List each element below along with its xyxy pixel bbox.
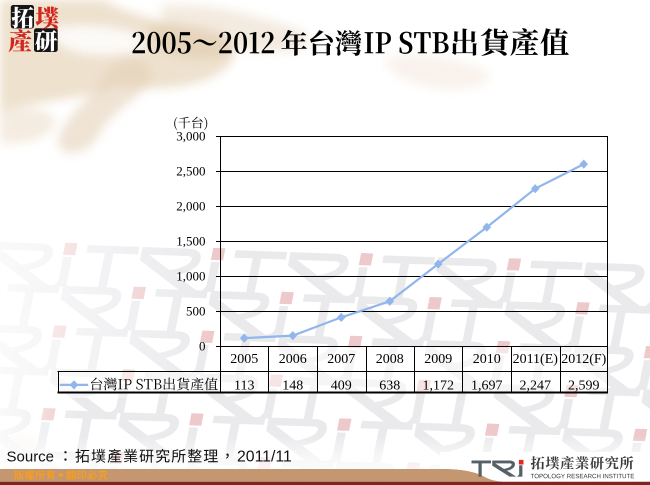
svg-text:2006: 2006 bbox=[279, 352, 307, 367]
svg-text:1,697: 1,697 bbox=[471, 378, 503, 393]
svg-text:2,599: 2,599 bbox=[568, 378, 600, 393]
svg-text:500: 500 bbox=[186, 304, 206, 319]
svg-text:2010: 2010 bbox=[473, 352, 501, 367]
svg-text:1,000: 1,000 bbox=[176, 269, 205, 284]
svg-text:2009: 2009 bbox=[424, 352, 452, 367]
svg-text:1,172: 1,172 bbox=[423, 378, 455, 393]
svg-text:148: 148 bbox=[282, 378, 303, 393]
svg-text:2007: 2007 bbox=[327, 352, 355, 367]
svg-text:Source: Source bbox=[7, 449, 55, 466]
svg-text:638: 638 bbox=[379, 378, 400, 393]
svg-text:0: 0 bbox=[199, 339, 206, 354]
svg-text:2,000: 2,000 bbox=[176, 199, 205, 214]
svg-text:3,000: 3,000 bbox=[176, 129, 205, 144]
svg-text:2005: 2005 bbox=[230, 352, 258, 367]
svg-text:409: 409 bbox=[331, 378, 352, 393]
svg-text:2011(E): 2011(E) bbox=[513, 352, 559, 367]
svg-text:2012(F): 2012(F) bbox=[561, 352, 606, 367]
svg-text:1,500: 1,500 bbox=[176, 234, 205, 249]
svg-text:113: 113 bbox=[234, 378, 254, 393]
svg-text:2011/11: 2011/11 bbox=[237, 449, 292, 466]
svg-text:2008: 2008 bbox=[376, 352, 404, 367]
svg-text:2,247: 2,247 bbox=[520, 378, 552, 393]
svg-text:2,500: 2,500 bbox=[176, 164, 205, 179]
